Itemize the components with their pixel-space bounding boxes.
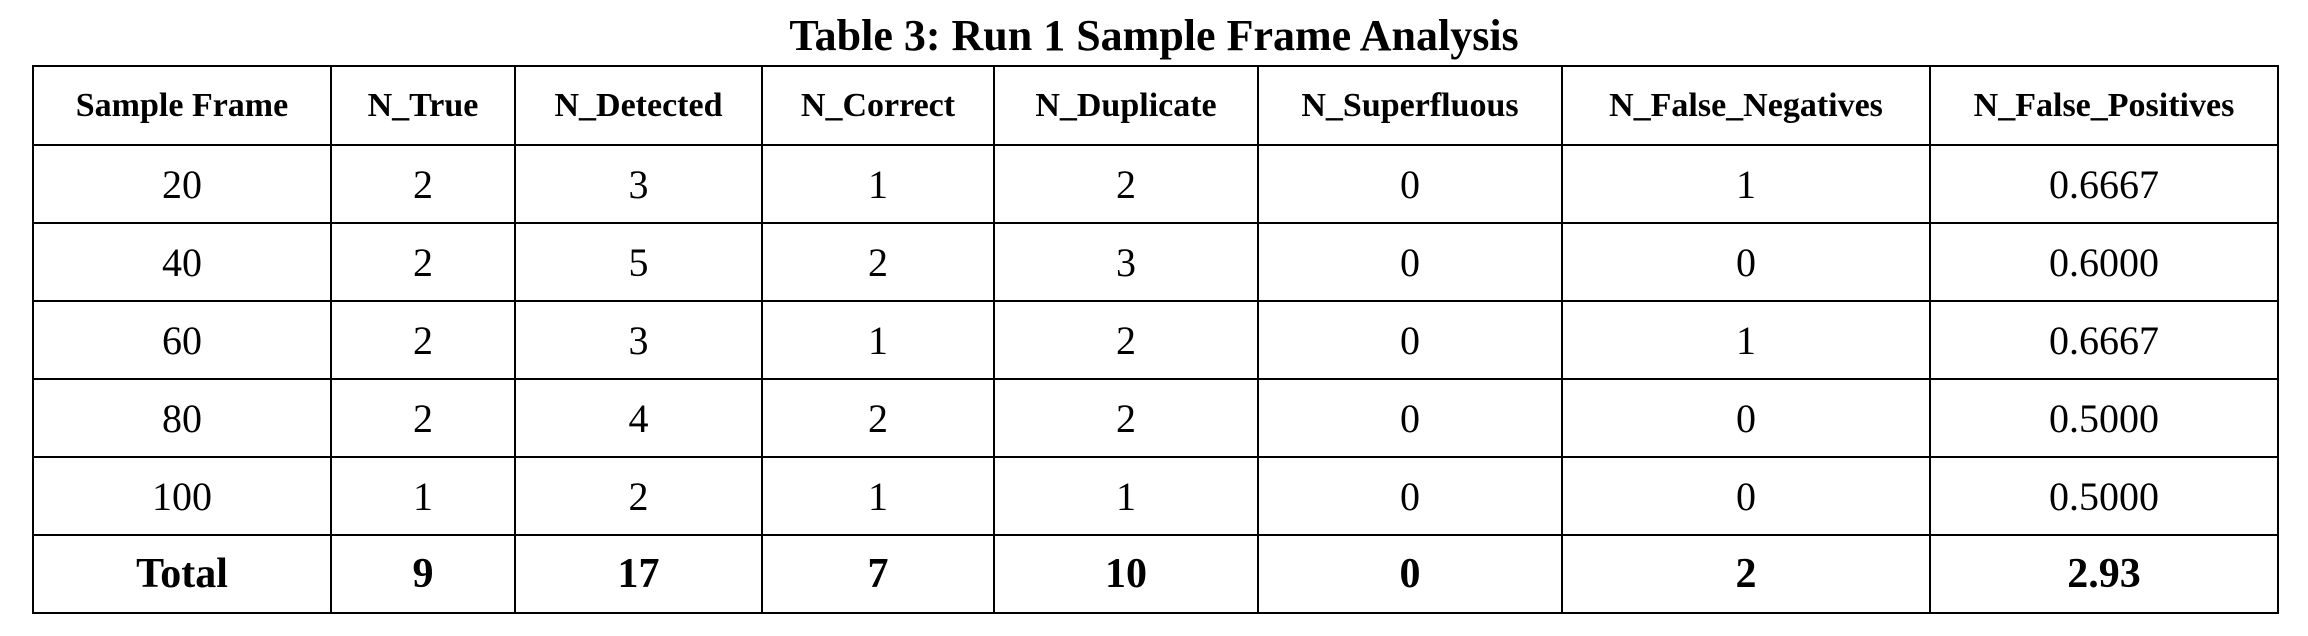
table-cell: 3 <box>514 300 763 380</box>
table-cell: 1 <box>1561 144 1931 224</box>
table-cell: 0 <box>1561 222 1931 302</box>
table-cell: 0.5000 <box>1929 456 2279 536</box>
table-cell: 2 <box>993 378 1259 458</box>
table-cell: 2 <box>330 222 516 302</box>
table-row: 80 2 4 2 2 0 0 0.5000 <box>32 378 2279 458</box>
column-header-n-correct: N_Correct <box>761 65 995 146</box>
table-cell: 3 <box>993 222 1259 302</box>
table-cell: 1 <box>761 144 995 224</box>
table-cell: 0 <box>1561 378 1931 458</box>
table-cell: 2 <box>993 300 1259 380</box>
total-cell: 9 <box>330 534 516 614</box>
table-cell: 0.5000 <box>1929 378 2279 458</box>
table-cell: 1 <box>330 456 516 536</box>
table-row: 20 2 3 1 2 0 1 0.6667 <box>32 144 2279 224</box>
table-cell: 0 <box>1257 378 1563 458</box>
table-row: 60 2 3 1 2 0 1 0.6667 <box>32 300 2279 380</box>
table-cell: 80 <box>32 378 332 458</box>
table-cell: 40 <box>32 222 332 302</box>
total-cell: 2 <box>1561 534 1931 614</box>
table-cell: 4 <box>514 378 763 458</box>
table-cell: 1 <box>761 456 995 536</box>
table-cell: 0.6667 <box>1929 300 2279 380</box>
table-cell: 100 <box>32 456 332 536</box>
table-cell: 0 <box>1257 456 1563 536</box>
table-cell: 0 <box>1561 456 1931 536</box>
table-cell: 3 <box>514 144 763 224</box>
table-cell: 2 <box>330 300 516 380</box>
total-row: Total 9 17 7 10 0 2 2.93 <box>32 534 2279 614</box>
table-cell: 20 <box>32 144 332 224</box>
header-row: Sample Frame N_True N_Detected N_Correct… <box>32 65 2279 146</box>
column-header-n-false-negatives: N_False_Negatives <box>1561 65 1931 146</box>
table-cell: 2 <box>330 378 516 458</box>
table-cell: 2 <box>761 378 995 458</box>
table-cell: 2 <box>330 144 516 224</box>
table-title: Table 3: Run 1 Sample Frame Analysis <box>789 11 1519 60</box>
total-cell: 2.93 <box>1929 534 2279 614</box>
table-cell: 2 <box>993 144 1259 224</box>
table-cell: 1 <box>761 300 995 380</box>
column-header-sample-frame: Sample Frame <box>32 65 332 146</box>
column-header-n-duplicate: N_Duplicate <box>993 65 1259 146</box>
column-header-n-detected: N_Detected <box>514 65 763 146</box>
total-cell: 0 <box>1257 534 1563 614</box>
column-header-n-superfluous: N_Superfluous <box>1257 65 1563 146</box>
table-cell: 0 <box>1257 300 1563 380</box>
table-row: 40 2 5 2 3 0 0 0.6000 <box>32 222 2279 302</box>
table-cell: 2 <box>514 456 763 536</box>
total-cell: 7 <box>761 534 995 614</box>
column-header-n-false-positives: N_False_Positives <box>1929 65 2279 146</box>
table-cell: 0 <box>1257 222 1563 302</box>
table-cell: 5 <box>514 222 763 302</box>
table-cell: 0.6000 <box>1929 222 2279 302</box>
table-row: 100 1 2 1 1 0 0 0.5000 <box>32 456 2279 536</box>
table-cell: 1 <box>993 456 1259 536</box>
column-header-n-true: N_True <box>330 65 516 146</box>
table-cell: 0.6667 <box>1929 144 2279 224</box>
table-cell: 60 <box>32 300 332 380</box>
total-cell: 10 <box>993 534 1259 614</box>
table-cell: 1 <box>1561 300 1931 380</box>
sample-frame-table: Sample Frame N_True N_Detected N_Correct… <box>32 65 2279 614</box>
total-cell: Total <box>32 534 332 614</box>
table-cell: 2 <box>761 222 995 302</box>
table-cell: 0 <box>1257 144 1563 224</box>
total-cell: 17 <box>514 534 763 614</box>
